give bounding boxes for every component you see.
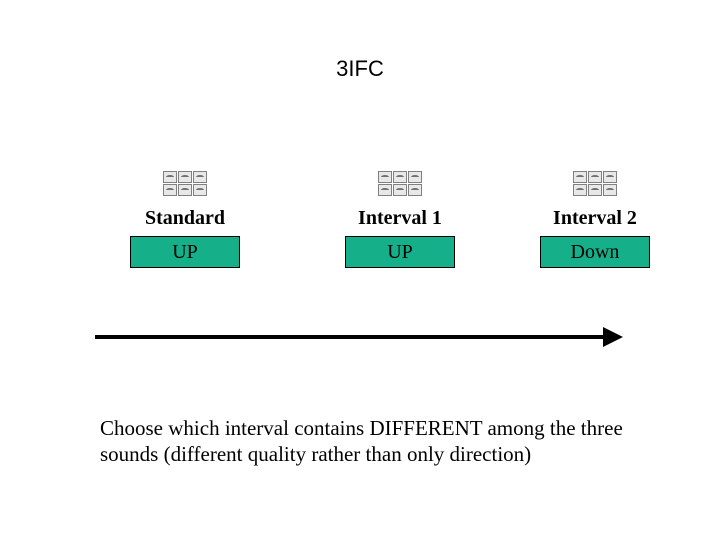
column-label: Standard <box>105 207 265 230</box>
arrow-head <box>603 327 623 347</box>
column-interval-2: Interval 2 Down <box>515 170 675 268</box>
column-label: Interval 1 <box>320 207 480 230</box>
column-standard: Standard UP <box>105 170 265 268</box>
stimulus-icon <box>572 170 618 197</box>
value-box-standard: UP <box>130 236 240 268</box>
stimulus-icon <box>377 170 423 197</box>
value-box-interval-2: Down <box>540 236 650 268</box>
instruction-text: Choose which interval contains DIFFERENT… <box>100 415 640 468</box>
page-title: 3IFC <box>0 56 720 82</box>
arrow-icon <box>95 322 625 352</box>
column-interval-1: Interval 1 UP <box>320 170 480 268</box>
timeline-arrow <box>95 322 625 352</box>
column-label: Interval 2 <box>515 207 675 230</box>
stimulus-icon <box>162 170 208 197</box>
value-box-interval-1: UP <box>345 236 455 268</box>
